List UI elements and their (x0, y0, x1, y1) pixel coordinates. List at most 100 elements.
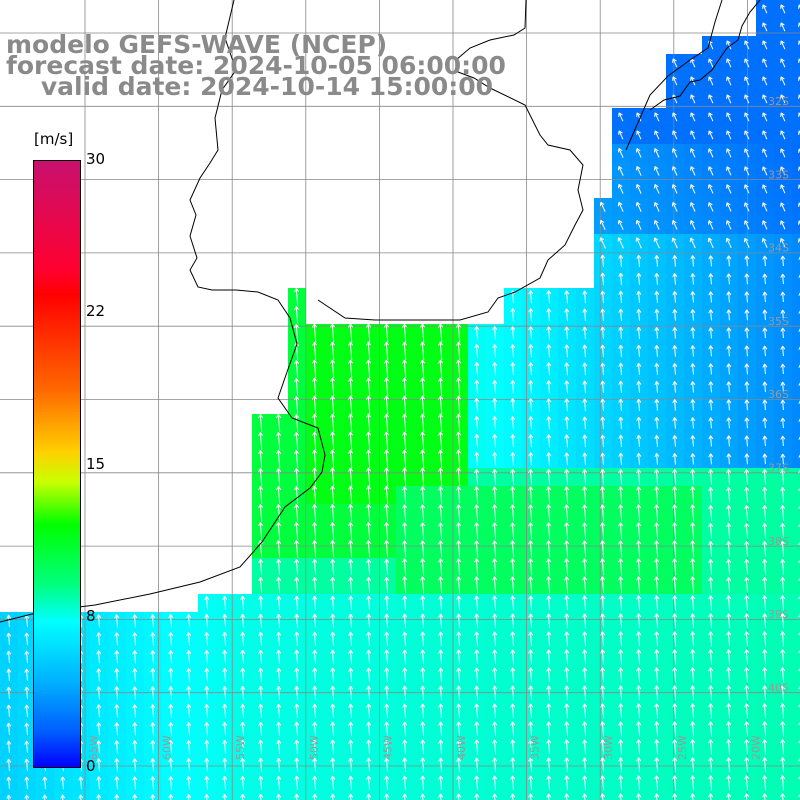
wind-arrow (258, 486, 264, 504)
wind-arrow (168, 632, 174, 646)
wind-arrow (348, 757, 354, 773)
wind-arrow (726, 739, 732, 755)
wind-arrow (672, 721, 678, 737)
wind-arrow (366, 359, 372, 379)
wind-arrow (546, 721, 552, 737)
wind-arrow (582, 540, 588, 558)
wind-arrow (744, 631, 750, 647)
wind-arrow (780, 94, 786, 104)
lon-label: 30W (602, 735, 615, 760)
wind-arrow (780, 345, 786, 357)
wind-arrow (294, 540, 300, 558)
wind-arrow (636, 308, 642, 321)
wind-arrow (582, 649, 588, 665)
wind-arrow (330, 631, 336, 646)
wind-arrow (150, 776, 156, 790)
wind-arrow (276, 721, 282, 736)
wind-arrow (510, 434, 516, 448)
wind-arrow (636, 130, 642, 140)
wind-arrow (582, 452, 588, 466)
lat-label: 34S (768, 242, 789, 255)
wind-arrow (492, 434, 498, 448)
wind-arrow (618, 576, 624, 594)
wind-arrow (420, 486, 426, 504)
wind-arrow (780, 273, 786, 285)
wind-arrow (438, 395, 444, 415)
wind-arrow (780, 148, 786, 158)
wind-arrow (582, 631, 588, 647)
wind-arrow (672, 255, 678, 267)
wind-arrow (312, 667, 318, 682)
wind-arrow (366, 413, 372, 433)
wind-arrow (744, 166, 750, 176)
wind-arrow (348, 467, 354, 487)
wind-arrow (474, 703, 480, 719)
wind-arrow (456, 576, 462, 594)
wind-arrow (456, 703, 462, 719)
wind-arrow (744, 130, 750, 140)
wind-arrow (564, 290, 570, 304)
wind-arrow (348, 413, 354, 433)
wind-arrow (780, 757, 786, 773)
wind-arrow (618, 757, 624, 773)
wind-arrow (276, 793, 282, 800)
wind-arrow (708, 667, 714, 683)
wind-arrow (726, 435, 732, 447)
wind-arrow (402, 721, 408, 737)
wind-arrow (672, 649, 678, 665)
wind-arrow (762, 721, 768, 737)
wind-arrow (420, 793, 426, 800)
wind-arrow (671, 237, 678, 249)
wind-arrow (114, 740, 120, 754)
wind-arrow (258, 631, 264, 646)
wind-arrow (654, 739, 660, 755)
wind-arrow (96, 650, 102, 664)
wind-arrow (708, 541, 714, 557)
wind-cell (792, 306, 800, 324)
wind-arrow (420, 359, 426, 379)
wind-arrow (780, 541, 786, 557)
wind-arrow (60, 776, 66, 790)
wind-arrow (492, 576, 498, 594)
wind-arrow (780, 703, 786, 719)
wind-arrow (384, 522, 390, 540)
wind-arrow (546, 469, 552, 485)
wind-arrow (582, 308, 588, 322)
wind-arrow (420, 449, 426, 469)
wind-arrow (168, 686, 174, 700)
wind-arrow (798, 469, 800, 474)
wind-arrow (708, 309, 714, 321)
wind-cell (792, 126, 800, 144)
wind-arrow (168, 776, 174, 790)
wind-arrow (600, 667, 606, 683)
wind-arrow (402, 323, 408, 343)
wind-arrow (618, 398, 624, 411)
wind-arrow (600, 434, 606, 448)
wind-arrow (78, 794, 84, 800)
wind-arrow (240, 757, 246, 772)
wind-arrow (384, 359, 390, 379)
lat-label: 33S (768, 168, 789, 181)
wind-cell (792, 360, 800, 378)
wind-arrow (582, 595, 588, 611)
wind-arrow (510, 757, 516, 773)
wind-arrow (456, 395, 462, 415)
wind-arrow (780, 130, 786, 140)
wind-arrow (366, 649, 372, 665)
wind-arrow (798, 487, 800, 492)
wind-arrow (420, 431, 426, 451)
wind-arrow (330, 613, 336, 628)
wind-arrow (438, 667, 444, 683)
wind-arrow (582, 757, 588, 773)
wind-arrow (617, 165, 624, 176)
wind-arrow (636, 613, 642, 629)
wind-arrow (582, 434, 588, 448)
wind-arrow (618, 504, 624, 522)
wind-arrow (312, 757, 318, 772)
wind-arrow (762, 363, 768, 375)
wind-arrow (708, 469, 714, 485)
wind-arrow (600, 398, 606, 412)
wind-arrow (222, 649, 228, 664)
wind-arrow (330, 467, 336, 487)
wind-arrow (150, 740, 156, 754)
